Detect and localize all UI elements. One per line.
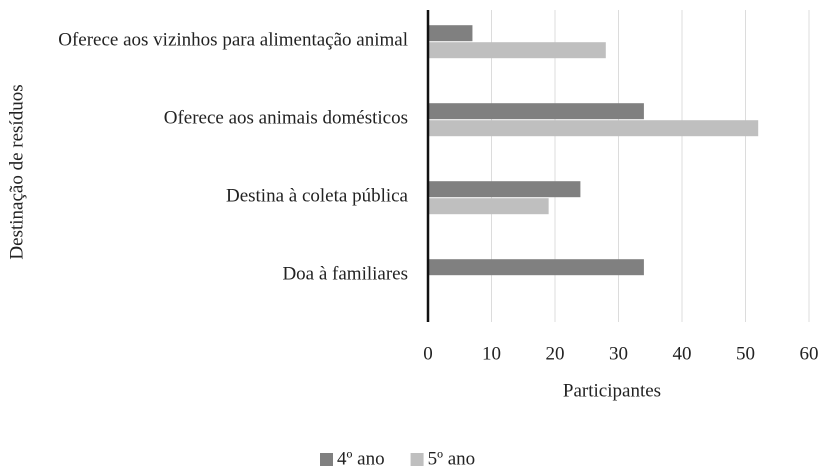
bar	[428, 42, 606, 59]
x-tick-label: 50	[736, 343, 755, 364]
y-axis-title: Destinação de resíduos	[6, 84, 27, 259]
x-tick-label: 20	[546, 343, 565, 364]
legend-label: 4º ano	[337, 448, 385, 469]
legend-swatch	[320, 453, 333, 466]
y-tick-label: Destina à coleta pública	[226, 186, 409, 207]
bar	[428, 259, 644, 276]
y-tick-label: Doa à familiares	[282, 264, 408, 285]
bar	[428, 181, 581, 198]
legend-label: 5º ano	[428, 448, 476, 469]
x-tick-label: 30	[609, 343, 628, 364]
x-tick-label: 40	[673, 343, 692, 364]
x-tick-label: 60	[800, 343, 819, 364]
x-axis-title: Participantes	[563, 380, 661, 401]
y-tick-label: Oferece aos animais domésticos	[164, 108, 408, 129]
bar	[428, 103, 644, 120]
bar	[428, 120, 759, 137]
x-tick-label: 10	[482, 343, 501, 364]
y-tick-label: Oferece aos vizinhos para alimentação an…	[58, 30, 408, 51]
legend-swatch	[410, 453, 424, 466]
bar	[428, 25, 473, 42]
bar	[428, 198, 549, 215]
x-tick-label: 0	[423, 343, 433, 364]
